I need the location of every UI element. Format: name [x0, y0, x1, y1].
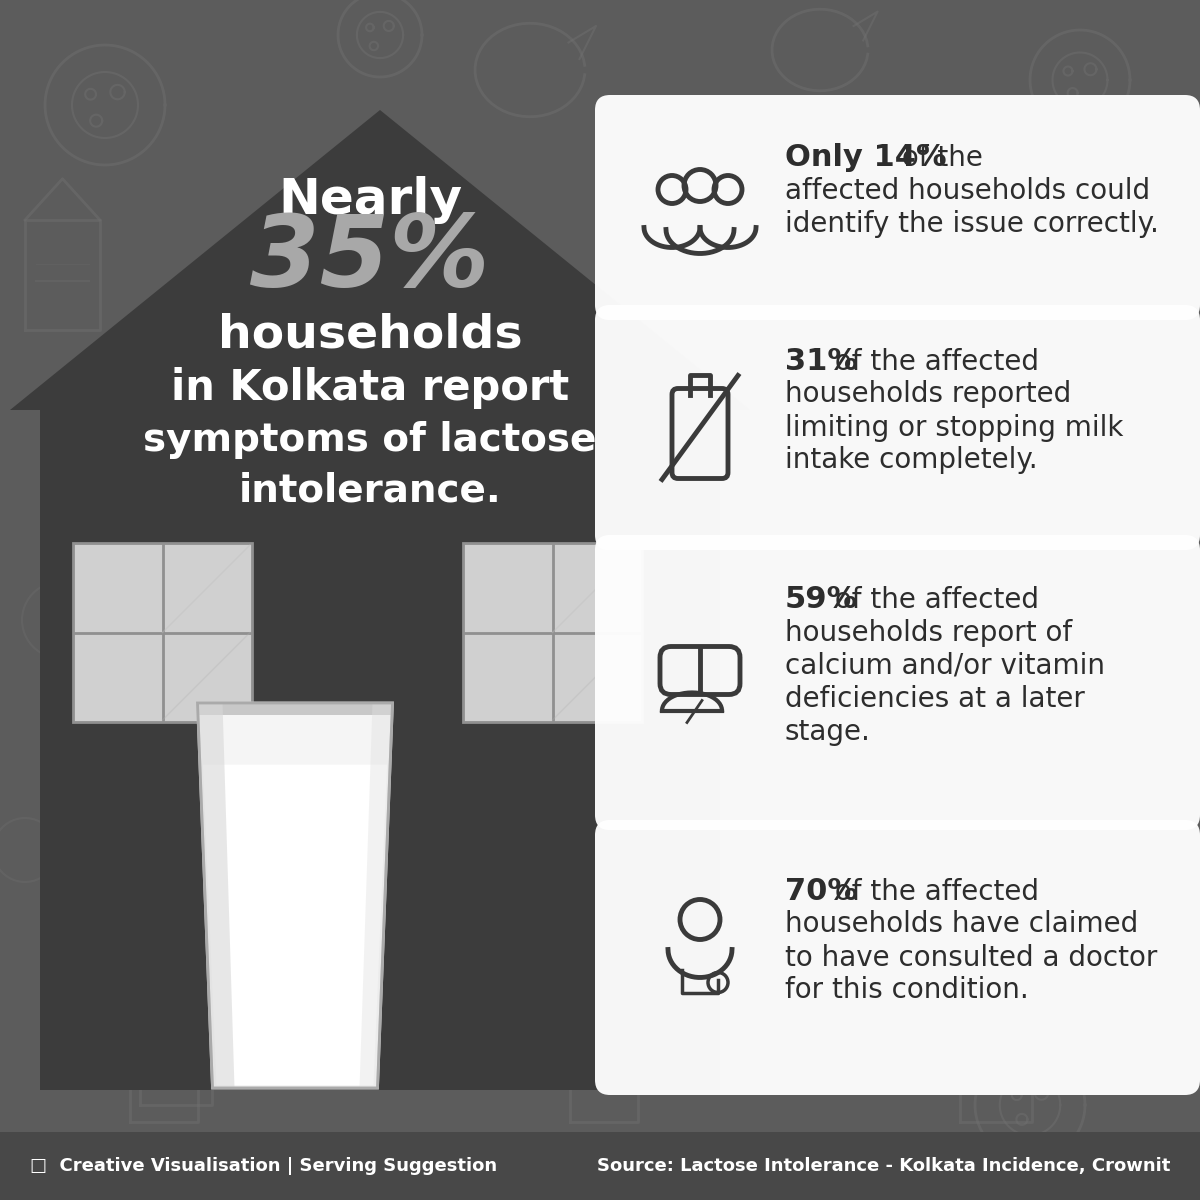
Text: identify the issue correctly.: identify the issue correctly. [785, 210, 1159, 238]
Text: Only 14%: Only 14% [785, 144, 947, 173]
Text: households report of: households report of [785, 619, 1072, 647]
Text: of the affected: of the affected [826, 348, 1038, 376]
Text: □  Creative Visualisation | Serving Suggestion: □ Creative Visualisation | Serving Sugge… [30, 1157, 497, 1175]
Polygon shape [360, 703, 392, 1088]
Text: intolerance.: intolerance. [239, 470, 502, 509]
Polygon shape [198, 703, 392, 715]
Text: of the affected: of the affected [826, 877, 1038, 906]
Text: Nearly: Nearly [278, 176, 462, 224]
Text: households reported: households reported [785, 380, 1072, 408]
FancyBboxPatch shape [595, 95, 1200, 320]
Text: calcium and/or vitamin: calcium and/or vitamin [785, 652, 1105, 680]
Polygon shape [40, 410, 720, 1090]
FancyBboxPatch shape [0, 1132, 1200, 1200]
Text: intake completely.: intake completely. [785, 446, 1038, 474]
Text: 70%: 70% [785, 877, 858, 906]
FancyBboxPatch shape [595, 535, 1200, 830]
Text: households: households [217, 312, 522, 358]
Text: of the: of the [893, 144, 983, 172]
Text: in Kolkata report: in Kolkata report [170, 367, 569, 409]
Polygon shape [10, 110, 750, 410]
Text: deficiencies at a later: deficiencies at a later [785, 685, 1085, 713]
Polygon shape [203, 764, 388, 1085]
Text: Source: Lactose Intolerance - Kolkata Incidence, Crownit: Source: Lactose Intolerance - Kolkata In… [596, 1157, 1170, 1175]
FancyBboxPatch shape [595, 305, 1200, 550]
Polygon shape [198, 703, 392, 1088]
Text: to have consulted a doctor: to have consulted a doctor [785, 943, 1157, 972]
Text: stage.: stage. [785, 718, 871, 746]
Text: 59%: 59% [785, 586, 858, 614]
Text: 31%: 31% [785, 347, 858, 376]
Text: 35%: 35% [251, 211, 490, 308]
Text: households have claimed: households have claimed [785, 911, 1139, 938]
Text: limiting or stopping milk: limiting or stopping milk [785, 414, 1123, 442]
FancyBboxPatch shape [595, 820, 1200, 1094]
FancyBboxPatch shape [463, 542, 642, 722]
FancyBboxPatch shape [73, 542, 252, 722]
Polygon shape [198, 703, 234, 1088]
Text: for this condition.: for this condition. [785, 977, 1028, 1004]
Text: of the affected: of the affected [826, 586, 1038, 614]
Text: affected households could: affected households could [785, 176, 1150, 205]
Text: symptoms of lactose: symptoms of lactose [143, 421, 596, 458]
